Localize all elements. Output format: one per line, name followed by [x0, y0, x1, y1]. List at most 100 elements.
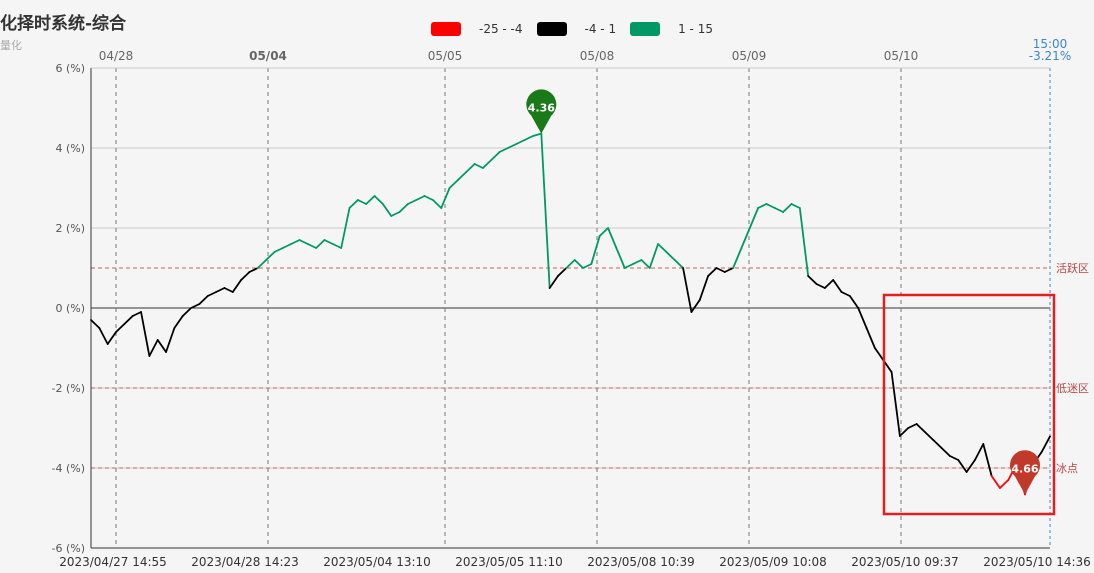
y-tick-label: 6 (%) [55, 62, 85, 75]
series-segment [857, 307, 868, 329]
series-segment [131, 311, 142, 317]
reference-label: 低迷区 [1056, 382, 1089, 395]
marker-label: 4.36 [528, 102, 555, 115]
chart-title: 化择时系统-综合 [0, 14, 127, 34]
series-segment [406, 199, 418, 205]
series-segment [682, 267, 693, 313]
series-segment [256, 259, 268, 269]
series-segment [815, 283, 826, 289]
series-segment [898, 427, 910, 437]
series-segment [373, 195, 384, 205]
series-segment [840, 291, 851, 297]
series-segment [657, 243, 668, 253]
series-segment [340, 207, 351, 249]
series-segment [782, 203, 793, 213]
x-tick-label: 2023/05/10 14:36 [983, 555, 1091, 569]
series-segment [148, 339, 159, 357]
series-segment [990, 475, 1001, 489]
chart-legend[interactable]: -25 - -4 -4 - 1 1 - 15 [431, 20, 727, 38]
series-segment [848, 295, 860, 309]
series-segment [640, 259, 651, 269]
x-tick-label: 2023/05/08 10:39 [587, 555, 695, 569]
day-label: 05/10 [884, 49, 919, 63]
series-segment [181, 307, 192, 317]
y-tick-label: 2 (%) [55, 222, 85, 235]
series-segment [465, 163, 476, 173]
series-segment [298, 239, 309, 245]
y-tick-label: 4 (%) [55, 142, 85, 155]
highlight-box [882, 293, 1056, 516]
legend-item-red[interactable]: -25 - -4 [431, 22, 523, 36]
series-segment [290, 239, 301, 245]
series-segment [365, 195, 376, 205]
series-segment [798, 207, 810, 277]
series-segment [156, 339, 167, 353]
series-segment [949, 455, 960, 461]
series-segment [598, 227, 609, 237]
legend-swatch-black [536, 22, 567, 36]
series-segment [665, 251, 676, 261]
series-segment [440, 187, 451, 209]
series-segment [615, 247, 626, 269]
series-segment [390, 211, 401, 217]
day-label: 04/28 [99, 49, 134, 63]
series-segment [457, 171, 468, 181]
legend-item-green[interactable]: 1 - 15 [630, 22, 713, 36]
marker-label: 4.66 [1011, 462, 1038, 475]
markers-layer: 4.36 4.66 [526, 89, 1040, 495]
series-segment [190, 303, 201, 309]
series-segment [198, 295, 209, 305]
series-segment [90, 319, 101, 329]
series-segment [248, 267, 259, 273]
series-segment [765, 203, 776, 209]
series-layer [90, 132, 1051, 496]
series-segment [98, 327, 109, 345]
series-segment [715, 267, 726, 273]
series-segment [123, 315, 134, 325]
series-segment [632, 259, 643, 265]
series-segment [573, 259, 584, 269]
series-segment [106, 331, 117, 345]
series-segment [115, 323, 126, 333]
series-segment [748, 207, 760, 229]
series-segment [873, 347, 885, 361]
series-segment [832, 279, 843, 293]
series-segment [306, 243, 318, 249]
series-segment [548, 275, 559, 289]
series-segment [690, 299, 701, 313]
reference-label: 冰点 [1056, 462, 1078, 475]
series-segment [490, 151, 501, 161]
series-segment [265, 251, 276, 261]
marker-shape [526, 89, 557, 134]
legend-label-black: -4 - 1 [584, 22, 617, 36]
series-segment [240, 271, 251, 281]
series-segment [515, 139, 526, 145]
series-segment [482, 159, 493, 169]
series-segment [432, 199, 443, 209]
series-segment [773, 207, 785, 213]
series-segment [532, 132, 543, 137]
series-segment [790, 203, 801, 209]
day-label: 05/04 [249, 49, 287, 63]
series-segment [607, 227, 618, 249]
series-segment [423, 195, 434, 201]
grid-layer [91, 67, 1051, 549]
series-segment [957, 459, 968, 473]
legend-item-black[interactable]: -4 - 1 [536, 22, 617, 36]
day-label: 05/09 [732, 49, 767, 63]
x-tick-label: 2023/05/04 13:10 [323, 555, 431, 569]
series-segment [206, 291, 217, 297]
series-segment [807, 275, 818, 285]
series-segment [498, 147, 509, 153]
value-marker-pin: 4.36 [526, 89, 557, 134]
x-tick-label: 2023/04/27 14:55 [59, 555, 167, 569]
series-segment [924, 431, 935, 441]
series-segment [323, 239, 334, 245]
series-segment [381, 203, 393, 217]
series-segment [907, 423, 918, 429]
series-segment [448, 179, 459, 189]
series-segment [315, 239, 326, 249]
series-segment [915, 423, 926, 433]
